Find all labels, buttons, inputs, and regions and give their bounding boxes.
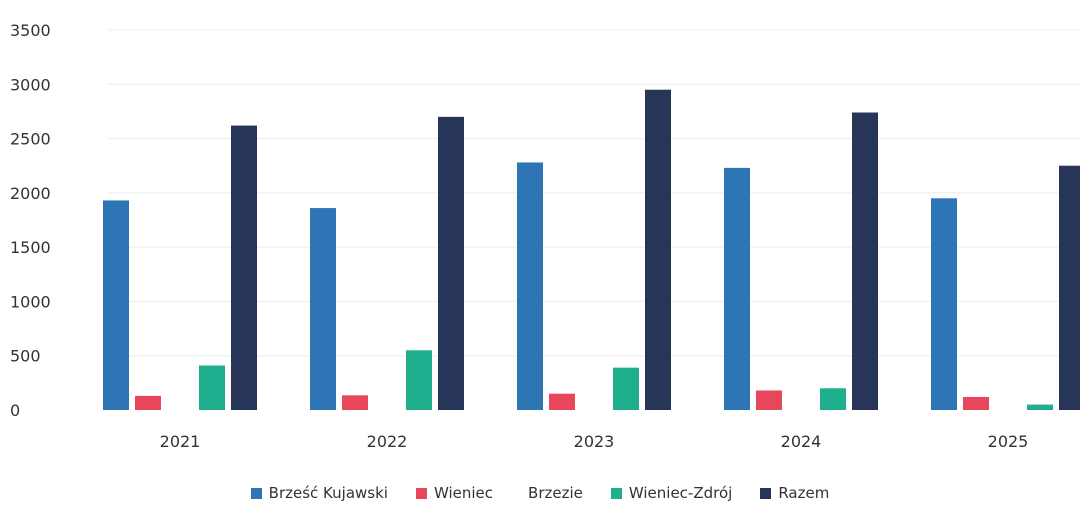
x-tick-label: 2024 — [781, 432, 822, 451]
bar-wieniec-zdr-j-2025 — [1027, 404, 1053, 410]
bar-wieniec-zdr-j-2023 — [613, 367, 639, 410]
y-tick-label: 3500 — [10, 21, 51, 40]
bar-wieniec-zdr-j-2022 — [406, 350, 432, 410]
legend-label: Brzezie — [528, 484, 583, 502]
y-tick-label: 2000 — [10, 184, 51, 203]
bar-wieniec-zdr-j-2024 — [820, 388, 846, 410]
y-axis-ticks: 0 500 1000 1500 2000 2500 3000 3500 — [10, 21, 51, 420]
legend-item: Wieniec-Zdrój — [610, 484, 733, 502]
y-tick-label: 1000 — [10, 292, 51, 311]
legend-item: Wieniec — [415, 484, 494, 502]
bar-brze-kujawski-2022 — [310, 208, 336, 410]
x-tick-label: 2021 — [160, 432, 201, 451]
x-tick-label: 2023 — [574, 432, 615, 451]
bar-razem-2025 — [1059, 165, 1080, 410]
bar-razem-2024 — [852, 112, 878, 410]
bars — [103, 89, 1080, 411]
legend-item: Brześć Kujawski — [250, 484, 388, 502]
legend-label: Brześć Kujawski — [268, 484, 388, 502]
x-tick-label: 2022 — [367, 432, 408, 451]
legend-swatch — [250, 487, 262, 499]
y-tick-label: 2500 — [10, 130, 51, 149]
bar-brze-kujawski-2023 — [517, 162, 543, 410]
bar-wieniec-zdr-j-2021 — [199, 365, 225, 410]
legend-swatch — [415, 487, 427, 499]
legend: Brześć Kujawski Wieniec Brzezie Wieniec-Zdr… — [0, 480, 1080, 506]
legend-swatch — [760, 487, 772, 499]
bar-wieniec-2021 — [135, 395, 161, 410]
bar-brze-kujawski-2025 — [931, 198, 957, 410]
legend-item: Razem — [760, 484, 829, 502]
bar-wieniec-2022 — [342, 395, 368, 410]
legend-label: Wieniec — [433, 484, 494, 502]
bar-wieniec-2024 — [756, 390, 782, 410]
bar-wieniec-2025 — [963, 396, 989, 410]
bar-razem-2023 — [645, 89, 671, 410]
bar-razem-2021 — [231, 125, 257, 411]
legend-label: Wieniec-Zdrój — [628, 484, 733, 502]
legend-item: Brzezie — [521, 484, 583, 502]
bar-wieniec-2023 — [549, 393, 575, 410]
bar-brze-kujawski-2024 — [724, 167, 750, 410]
bar-razem-2022 — [438, 116, 464, 410]
y-tick-label: 3000 — [10, 75, 51, 94]
x-tick-label: 2025 — [988, 432, 1029, 451]
y-tick-label: 0 — [10, 401, 20, 420]
y-tick-label: 500 — [10, 347, 41, 366]
y-tick-label: 1500 — [10, 238, 51, 257]
gridlines — [108, 29, 1080, 357]
legend-label: Razem — [778, 484, 830, 502]
bar-brze-kujawski-2021 — [103, 200, 129, 410]
x-axis-ticks: 2021 2022 2023 2024 2025 — [160, 432, 1029, 451]
legend-swatch — [610, 487, 622, 499]
